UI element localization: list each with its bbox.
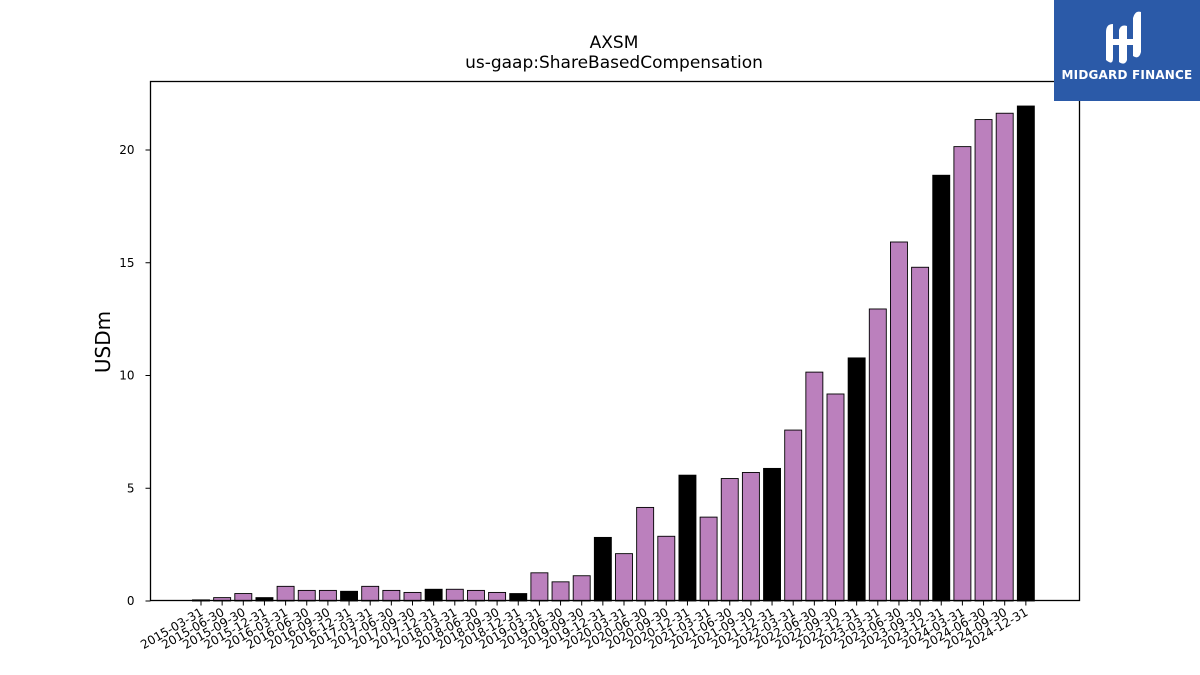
bar-2016-06-30 <box>297 589 316 602</box>
bar-2023-06-30 <box>890 241 908 602</box>
bar-2020-06-30 <box>636 506 655 602</box>
bar-2021-09-30 <box>741 472 760 602</box>
bar-2020-03-31 <box>615 553 633 602</box>
bar-2024-09-30 <box>995 112 1014 602</box>
y-tick-label: 10 <box>119 369 134 383</box>
y-tick-label: 20 <box>119 143 134 157</box>
bar-2022-03-31 <box>784 429 803 602</box>
bar-2024-06-30 <box>974 119 993 602</box>
bar-2020-12-31 <box>678 474 697 602</box>
bar-2016-09-30 <box>318 589 337 602</box>
midgard-logo-icon <box>1106 11 1141 64</box>
bar-2018-06-30 <box>467 589 485 602</box>
x-axis-ticks: 2015-03-312015-06-302015-09-302015-12-31… <box>138 600 1030 652</box>
bar-2024-12-31 <box>1016 105 1035 602</box>
y-axis-label: USDm <box>91 311 115 373</box>
bar-2023-03-31 <box>868 308 887 602</box>
bar-2019-09-30 <box>572 575 591 602</box>
chart-title: AXSM <box>590 33 639 53</box>
bar-2023-12-31 <box>932 174 951 602</box>
bar-2024-03-31 <box>953 146 972 602</box>
bar-2022-12-31 <box>847 357 866 602</box>
plot-frame <box>149 80 1081 602</box>
bar-2021-06-30 <box>720 478 739 602</box>
bar-2019-12-31 <box>593 536 612 602</box>
bar-2017-09-30 <box>403 591 422 602</box>
bar-2016-12-31 <box>340 590 358 602</box>
y-tick-label: 0 <box>127 594 135 608</box>
bar-2022-06-30 <box>805 371 824 602</box>
bar-2017-06-30 <box>382 589 401 602</box>
bar-2018-03-31 <box>445 588 464 602</box>
bar-2021-12-31 <box>763 467 781 602</box>
y-tick-label: 5 <box>127 481 135 495</box>
chart-subtitle: us-gaap:ShareBasedCompensation <box>465 53 763 73</box>
bar-2021-03-31 <box>699 516 718 602</box>
y-tick-label: 15 <box>119 256 134 270</box>
bar-2018-09-30 <box>488 591 507 602</box>
logo-text: MIDGARD FINANCE <box>1061 68 1193 82</box>
bar-2017-03-31 <box>361 585 380 602</box>
midgard-finance-logo: MIDGARD FINANCE <box>1054 0 1200 101</box>
y-axis-ticks: 0 5 10 15 20 <box>119 143 151 608</box>
bars-group <box>192 105 1035 602</box>
bar-2022-09-30 <box>826 393 845 602</box>
bar-2019-06-30 <box>551 581 570 602</box>
bar-2019-03-31 <box>530 572 549 602</box>
bar-2020-09-30 <box>657 535 676 602</box>
bar-2016-03-31 <box>276 585 295 602</box>
bar-2023-09-30 <box>911 266 930 602</box>
bar-2017-12-31 <box>424 588 443 602</box>
